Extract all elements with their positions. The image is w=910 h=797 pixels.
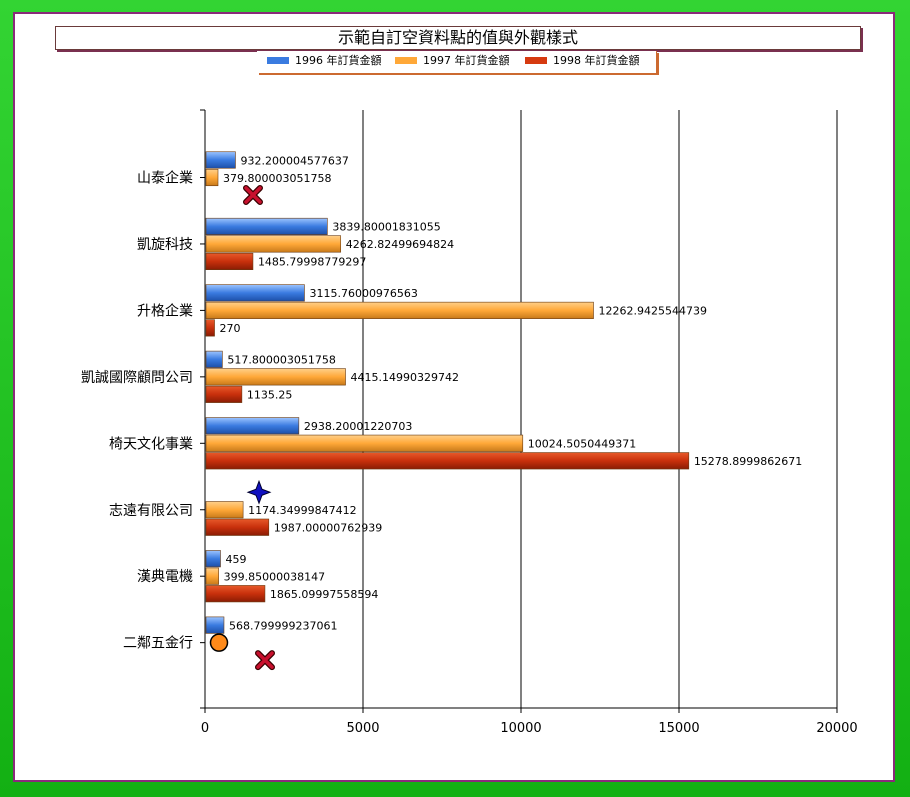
legend-swatch-1996 (267, 56, 289, 64)
data-label-s0-c3: 517.800003051758 (227, 354, 335, 367)
category-label-5: 志遠有限公司 (109, 503, 193, 519)
chart-title: 示範自訂空資料點的值與外觀樣式 (337, 28, 578, 47)
category-label-1: 凱旋科技 (137, 237, 193, 253)
legend-item-1997: 1997 年訂貨金額 (395, 55, 510, 67)
legend-label-1997: 1997 年訂貨金額 (423, 54, 510, 67)
data-label-s2-c6: 1865.09997558594 (270, 588, 378, 601)
legend: 1996 年訂貨金額 1997 年訂貨金額 1998 年訂貨金額 (257, 51, 657, 73)
bar-s0-c3 (205, 350, 223, 368)
bar-s1-c2 (205, 301, 594, 319)
data-label-s1-c3: 4415.14990329742 (351, 371, 459, 384)
x-tick-label-10000: 10000 (500, 721, 541, 736)
data-label-s0-c4: 2938.20001220703 (304, 420, 412, 433)
x-tick-label-5000: 5000 (346, 721, 379, 736)
empty-marker-2 (209, 633, 229, 652)
bar-s2-c3 (205, 385, 243, 403)
data-label-s0-c0: 932.200004577637 (240, 154, 348, 167)
category-label-7: 二鄰五金行 (123, 636, 193, 652)
data-label-s0-c6: 459 (226, 553, 247, 566)
legend-label-1996: 1996 年訂貨金額 (295, 54, 382, 67)
bar-s0-c1 (205, 217, 328, 235)
data-label-s1-c0: 379.800003051758 (223, 172, 331, 185)
data-label-s2-c2: 270 (220, 322, 241, 335)
data-label-s1-c2: 12262.9425544739 (599, 305, 707, 318)
bar-s2-c4 (205, 452, 690, 470)
bar-s2-c1 (205, 252, 254, 270)
bar-s0-c6 (205, 550, 221, 568)
bar-s1-c5 (205, 501, 244, 519)
data-label-s0-c1: 3839.80001831055 (332, 221, 440, 234)
chart-title-box: 示範自訂空資料點的值與外觀樣式 (55, 26, 861, 50)
data-label-s2-c3: 1135.25 (247, 389, 293, 402)
data-label-s1-c5: 1174.34999847412 (248, 504, 356, 517)
category-label-6: 漢典電機 (137, 569, 193, 585)
empty-marker-3 (256, 651, 274, 669)
bar-s0-c4 (205, 417, 300, 435)
data-label-s2-c5: 1987.00000762939 (274, 522, 382, 535)
bar-s0-c2 (205, 284, 305, 302)
data-label-s1-c6: 399.85000038147 (224, 570, 325, 583)
bar-s1-c1 (205, 235, 342, 253)
bar-s1-c6 (205, 567, 219, 585)
bar-s1-c3 (205, 368, 346, 386)
bar-s1-c0 (205, 168, 219, 187)
category-label-2: 升格企業 (137, 302, 193, 319)
legend-swatch-1997 (395, 56, 417, 64)
legend-item-1998: 1998 年訂貨金額 (525, 55, 640, 67)
category-label-4: 椅天文化事業 (109, 436, 193, 452)
bar-s2-c2 (205, 319, 215, 337)
data-label-s2-c1: 1485.79998779297 (258, 256, 366, 269)
x-tick-label-20000: 20000 (816, 721, 857, 736)
chart-area (13, 12, 895, 782)
bar-s0-c0 (205, 151, 236, 169)
bar-s0-c7 (205, 616, 225, 634)
legend-label-1998: 1998 年訂貨金額 (553, 54, 640, 67)
bar-s2-c5 (205, 518, 270, 536)
x-tick-label-0: 0 (201, 721, 209, 736)
category-label-3: 凱誠國際顧問公司 (81, 370, 193, 386)
legend-swatch-1998 (525, 56, 547, 64)
data-label-s1-c1: 4262.82499694824 (346, 238, 454, 251)
bar-s2-c6 (205, 585, 266, 603)
empty-marker-0 (244, 186, 262, 204)
data-label-s0-c7: 568.799999237061 (229, 619, 337, 632)
empty-marker-1 (246, 479, 272, 505)
legend-item-1996: 1996 年訂貨金額 (267, 55, 382, 67)
x-tick-label-15000: 15000 (658, 721, 699, 736)
data-label-s1-c4: 10024.5050449371 (528, 438, 636, 451)
data-label-s0-c2: 3115.76000976563 (309, 287, 417, 300)
bar-s1-c4 (205, 434, 524, 452)
data-label-s2-c4: 15278.8999862671 (694, 455, 802, 468)
category-label-0: 山泰企業 (137, 170, 193, 187)
